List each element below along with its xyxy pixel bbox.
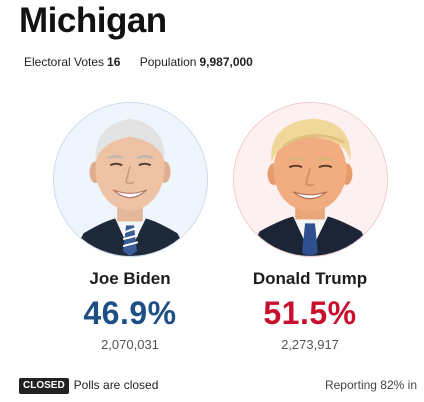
candidate-votes: 2,273,917 <box>281 337 339 352</box>
population-value: 9,987,000 <box>199 55 253 69</box>
poll-status-text: Polls are closed <box>73 378 159 392</box>
candidate-card-biden[interactable]: Joe Biden 46.9% 2,070,031 <box>50 102 210 353</box>
portrait-image <box>53 103 207 256</box>
population-label: Population <box>139 55 197 69</box>
candidate-name: Joe Biden <box>89 269 171 288</box>
electoral-votes-label: Electoral Votes <box>24 55 105 69</box>
state-title: Michigan <box>19 1 167 40</box>
electoral-votes-value: 16 <box>107 55 121 69</box>
candidate-votes: 2,070,031 <box>101 337 159 352</box>
candidate-percent: 46.9% <box>83 295 177 331</box>
closed-badge: CLOSED <box>19 378 69 394</box>
poll-status: CLOSED Polls are closed <box>19 377 158 394</box>
candidate-portrait <box>52 102 208 257</box>
reporting-status: Reporting 82% in <box>324 378 417 392</box>
candidate-portrait <box>232 102 388 257</box>
candidate-name: Donald Trump <box>252 269 368 288</box>
electoral-votes: Electoral Votes 16 <box>24 54 120 70</box>
candidate-percent: 51.5% <box>263 295 357 331</box>
population: Population 9,987,000 <box>140 54 253 70</box>
state-meta: Electoral Votes 16 Population 9,987,000 <box>24 54 253 70</box>
candidate-card-trump[interactable]: Donald Trump 51.5% 2,273,917 <box>230 102 390 353</box>
portrait-image <box>233 103 387 256</box>
